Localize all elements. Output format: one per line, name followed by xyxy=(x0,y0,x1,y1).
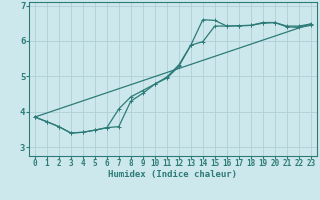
X-axis label: Humidex (Indice chaleur): Humidex (Indice chaleur) xyxy=(108,170,237,179)
